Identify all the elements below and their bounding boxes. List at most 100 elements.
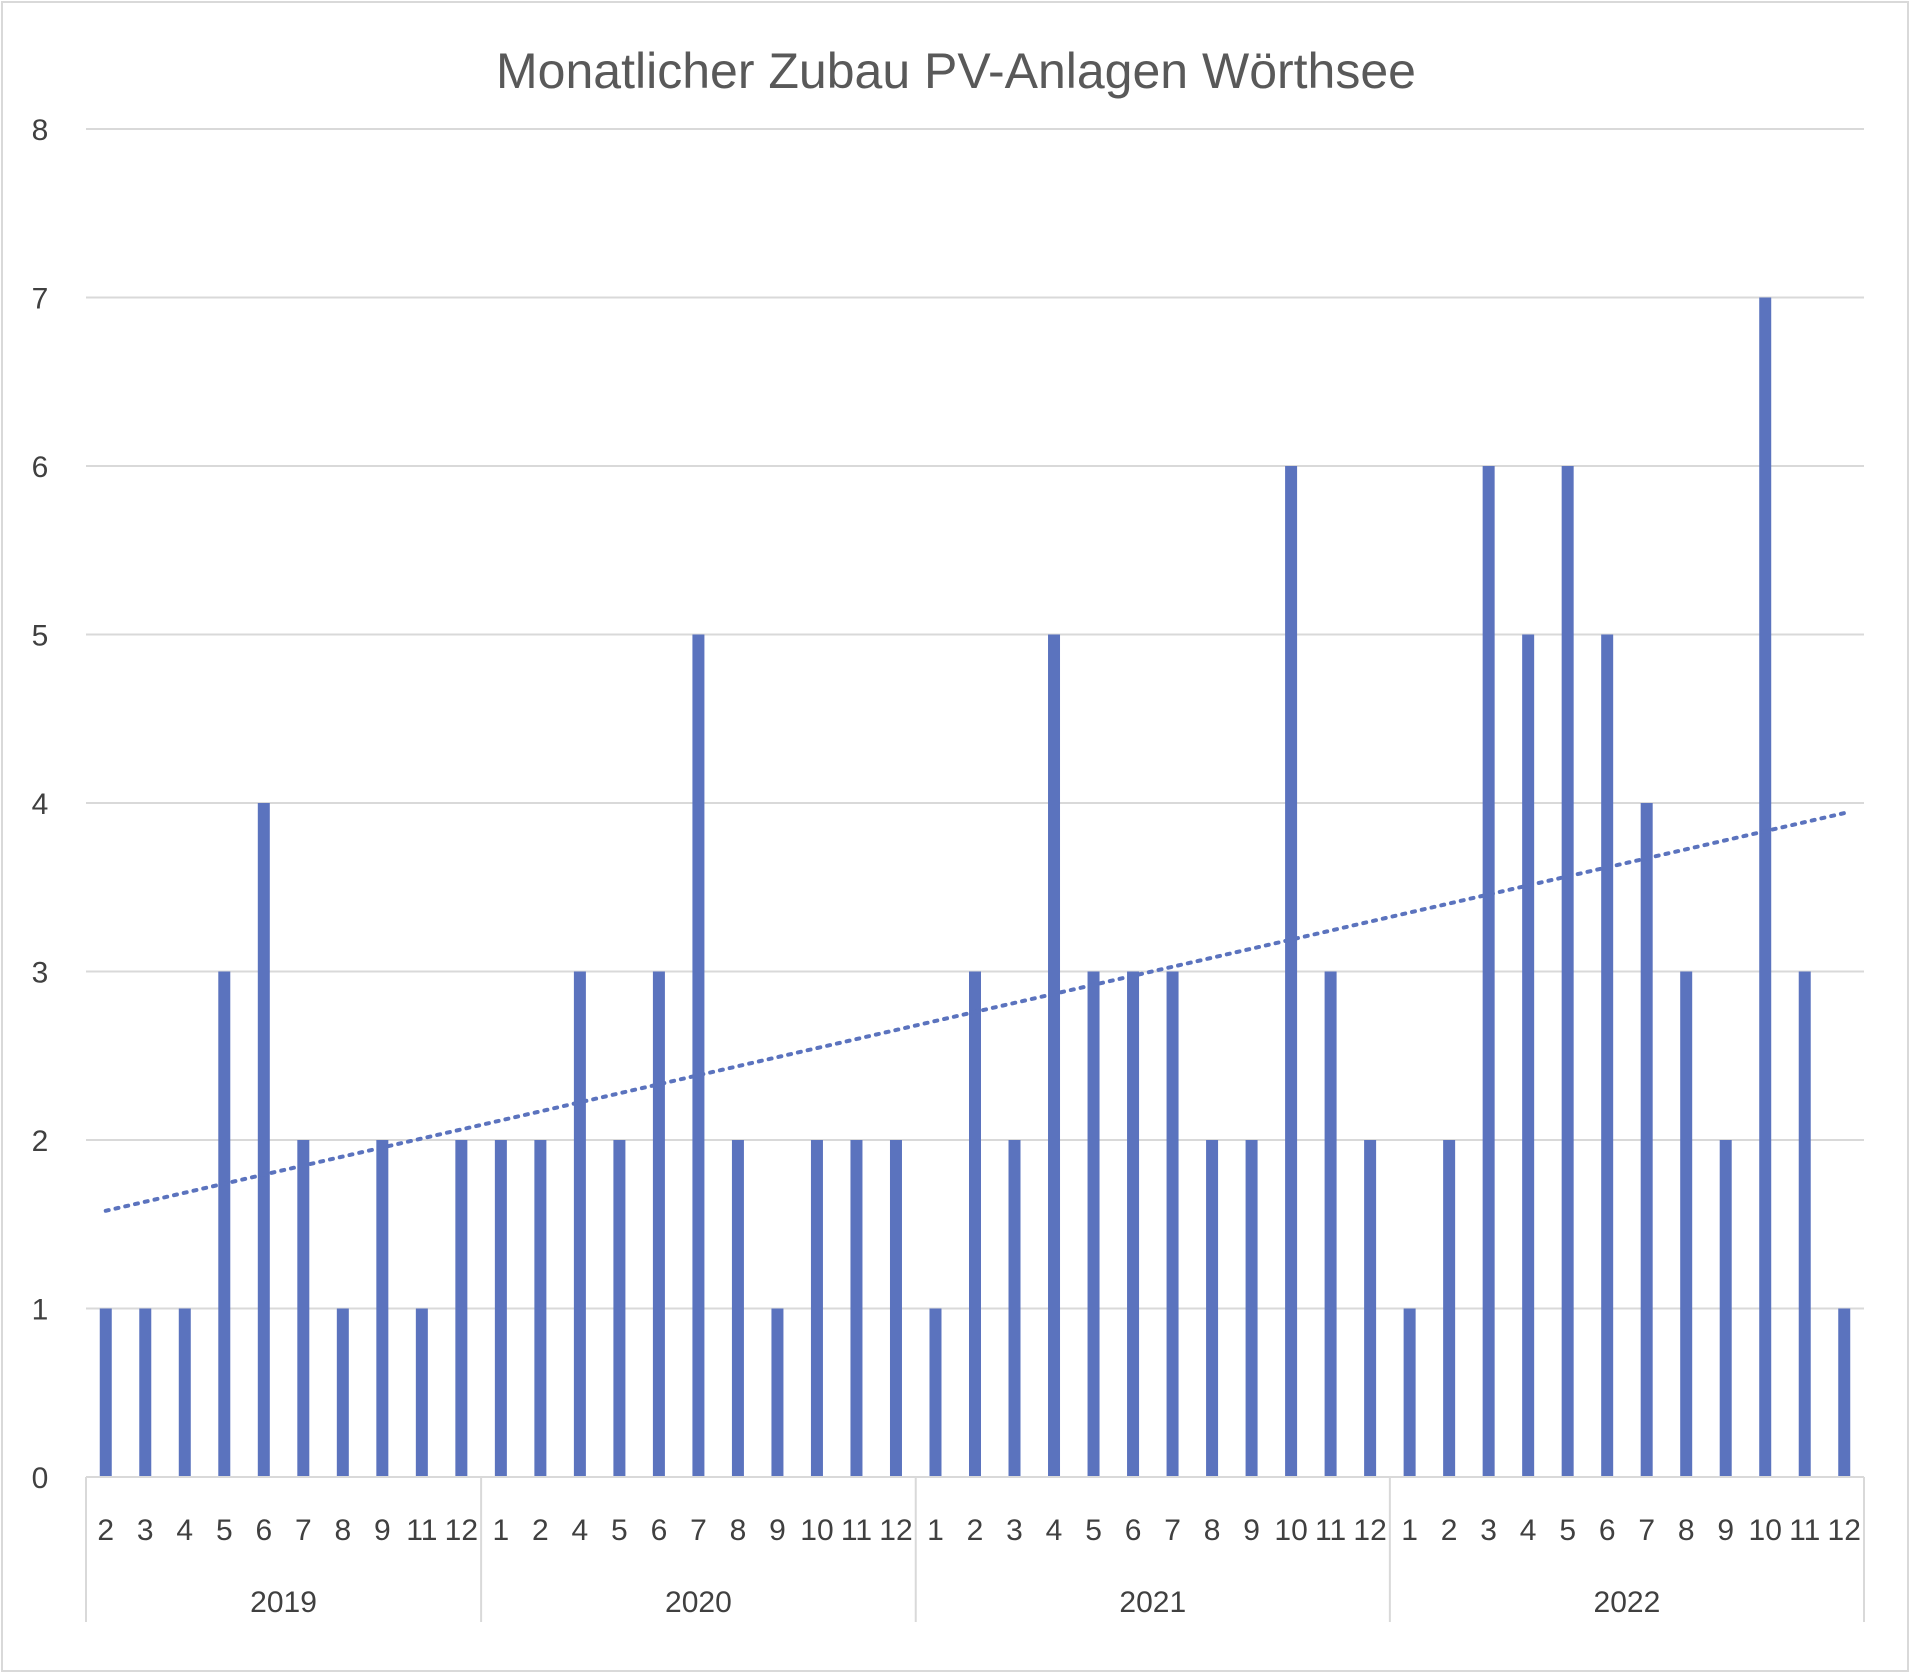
x-tick-label: 3 [1480,1514,1497,1547]
bar [1680,971,1693,1477]
bar [1285,466,1298,1477]
x-tick-label: 8 [1204,1514,1221,1547]
x-axis: 2 3 4 5 6 7 8 9 11 12 1 2 4 5 6 7 8 9 10 11 12 1 2 3 4 5 6 7 8 9 10 11 1… [85,1476,1865,1622]
bar [810,1140,823,1477]
y-tick-label: 5 [32,620,49,653]
bar [1601,634,1614,1477]
x-tick-label: 10 [1749,1514,1782,1547]
x-tick-label: 4 [572,1514,589,1547]
x-tick-label: 5 [216,1514,233,1547]
bar [1640,803,1653,1477]
y-tick-label: 3 [32,957,49,990]
bar [494,1140,507,1477]
bar [1364,1140,1377,1477]
y-tick-label: 1 [32,1294,49,1327]
bar [1087,971,1100,1477]
bar [929,1308,942,1477]
x-tick-label: 2 [97,1514,114,1547]
bar [1403,1308,1416,1477]
y-tick-label: 8 [32,114,49,147]
bar [771,1308,784,1477]
x-tick-label: 2 [532,1514,549,1547]
x-tick-label: 11 [1315,1514,1346,1547]
x-tick-label: 12 [445,1514,478,1547]
x-tick-label: 11 [406,1514,437,1547]
bar [1798,971,1811,1477]
bar [139,1308,152,1477]
x-tick-label: 12 [879,1514,912,1547]
bar [534,1140,547,1477]
bar [336,1308,349,1477]
x-group-label: 2020 [665,1586,732,1619]
bar [1719,1140,1732,1477]
x-tick-label: 6 [255,1514,272,1547]
x-tick-label: 5 [1085,1514,1102,1547]
x-group-label: 2019 [250,1586,317,1619]
bar [1206,1140,1219,1477]
bar [218,971,231,1477]
x-tick-label: 2 [967,1514,984,1547]
x-tick-label: 6 [1125,1514,1142,1547]
bar [889,1140,902,1477]
bar [969,971,981,1477]
bar [1482,466,1495,1477]
x-group-label: 2021 [1119,1586,1186,1619]
x-tick-label: 6 [651,1514,668,1547]
x-tick-label: 2 [1441,1514,1458,1547]
y-tick-label: 0 [32,1462,49,1495]
bar [613,1140,626,1477]
bar [652,971,665,1477]
x-tick-label: 1 [1401,1514,1418,1547]
x-tick-label: 10 [1274,1514,1307,1547]
bar [1324,971,1337,1477]
x-tick-label: 11 [841,1514,872,1547]
bar [455,1140,468,1477]
y-tick-label: 4 [32,788,49,821]
bar [1127,971,1140,1477]
bar [257,803,270,1477]
bar [376,1140,389,1477]
chart-title: Monatlicher Zubau PV-Anlagen Wörthsee [496,43,1416,99]
x-tick-label: 5 [611,1514,628,1547]
bar [1008,1140,1021,1477]
y-tick-label: 6 [32,451,49,484]
y-tick-label: 2 [32,1125,49,1158]
x-tick-label: 12 [1828,1514,1861,1547]
bar [1759,297,1772,1477]
x-tick-label: 8 [1678,1514,1695,1547]
x-tick-label: 5 [1559,1514,1576,1547]
bar [1561,466,1574,1477]
bar [692,634,705,1477]
x-tick-label: 8 [730,1514,747,1547]
bar [1166,971,1179,1477]
bar [573,971,586,1477]
x-tick-label: 7 [690,1514,707,1547]
bar [1048,634,1061,1477]
x-tick-label: 6 [1599,1514,1616,1547]
x-tick-label: 1 [493,1514,510,1547]
x-tick-label: 9 [1243,1514,1260,1547]
bar [1838,1308,1851,1477]
x-tick-label: 1 [927,1514,944,1547]
bar [1443,1140,1456,1477]
x-tick-label: 4 [1520,1514,1537,1547]
x-tick-label: 11 [1789,1514,1820,1547]
x-tick-label: 9 [769,1514,786,1547]
x-tick-label: 9 [374,1514,391,1547]
y-axis: 0 1 2 3 4 5 6 7 8 [32,114,49,1495]
x-tick-label: 12 [1353,1514,1386,1547]
x-tick-label: 3 [137,1514,154,1547]
x-tick-label: 4 [1046,1514,1063,1547]
bar [1245,1140,1258,1477]
x-tick-label: 4 [176,1514,193,1547]
x-tick-label: 10 [800,1514,833,1547]
bar [1522,634,1535,1477]
x-tick-label: 3 [1006,1514,1023,1547]
y-tick-label: 7 [32,283,49,316]
bar [415,1308,428,1477]
bar [99,1308,112,1477]
bar [297,1140,310,1477]
